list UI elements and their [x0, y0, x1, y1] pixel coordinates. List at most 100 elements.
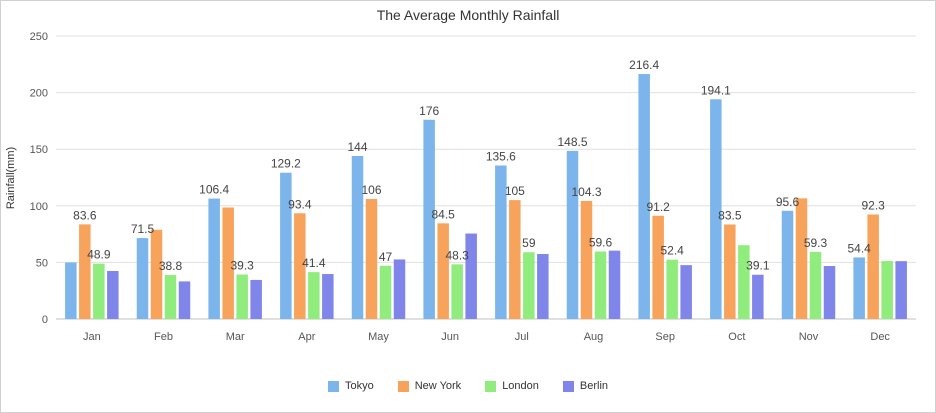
data-label: 59.3 — [804, 236, 828, 250]
bar[interactable] — [351, 155, 364, 319]
y-tick-label: 250 — [30, 31, 48, 43]
x-tick-label: May — [368, 331, 389, 343]
data-label: 39.1 — [746, 259, 770, 273]
data-label: 216.4 — [629, 58, 659, 72]
bar[interactable] — [594, 251, 607, 319]
bar[interactable] — [823, 266, 836, 319]
bar[interactable] — [566, 150, 579, 319]
legend-item[interactable]: Berlin — [562, 380, 608, 392]
bar[interactable] — [652, 215, 664, 319]
data-label: 144 — [347, 140, 367, 154]
bar[interactable] — [537, 254, 549, 319]
bar[interactable] — [437, 223, 449, 319]
bar[interactable] — [523, 252, 535, 319]
bar[interactable] — [164, 275, 177, 319]
bar[interactable] — [680, 265, 692, 319]
bar[interactable] — [178, 281, 191, 319]
data-label: 104.3 — [571, 185, 601, 199]
data-label: 148.5 — [557, 135, 587, 149]
bar[interactable] — [308, 272, 320, 319]
data-label: 84.5 — [431, 207, 455, 221]
y-tick-label: 100 — [30, 201, 48, 213]
bar[interactable] — [93, 263, 105, 319]
bar[interactable] — [222, 207, 234, 319]
bar[interactable] — [451, 264, 463, 319]
bar[interactable] — [752, 274, 764, 319]
legend-label: Tokyo — [344, 380, 374, 392]
bar[interactable] — [881, 261, 893, 319]
y-tick-label: 50 — [36, 257, 48, 269]
x-tick-label: Apr — [298, 331, 315, 343]
legend-label: New York — [414, 380, 462, 392]
bar[interactable] — [208, 198, 220, 319]
legend-item[interactable]: London — [485, 380, 539, 392]
y-tick-label: 0 — [42, 314, 48, 326]
data-label: 93.4 — [288, 197, 312, 211]
bar[interactable] — [638, 74, 650, 319]
bar[interactable] — [509, 200, 521, 319]
x-tick-label: Mar — [226, 331, 245, 343]
x-tick-label: Dec — [870, 331, 890, 343]
bar[interactable] — [465, 233, 477, 319]
legend-swatch — [562, 380, 574, 392]
x-tick-label: Oct — [728, 331, 745, 343]
data-label: 59.6 — [589, 236, 613, 250]
data-label: 176 — [419, 104, 439, 118]
bar[interactable] — [107, 271, 119, 319]
data-label: 41.4 — [302, 256, 326, 270]
x-tick-label: Jan — [83, 331, 101, 343]
data-label: 106.4 — [199, 183, 229, 197]
bar[interactable] — [580, 200, 593, 319]
y-axis-label: Rainfall(mm) — [5, 147, 17, 209]
bar[interactable] — [136, 238, 149, 319]
data-label: 194.1 — [701, 83, 731, 97]
legend-item[interactable]: New York — [397, 380, 462, 392]
x-tick-label: Sep — [655, 331, 675, 343]
bar[interactable] — [738, 245, 750, 319]
x-tick-label: Jul — [515, 331, 529, 343]
bar[interactable] — [724, 224, 736, 319]
bar[interactable] — [280, 172, 292, 319]
bar[interactable] — [795, 198, 808, 319]
data-label: 92.3 — [861, 199, 885, 213]
bar[interactable] — [65, 262, 77, 319]
bar[interactable] — [666, 259, 678, 319]
x-tick-label: Feb — [154, 331, 173, 343]
legend-label: London — [502, 380, 539, 392]
data-label: 59 — [522, 236, 536, 250]
bar[interactable] — [322, 274, 334, 319]
bar[interactable] — [250, 279, 262, 319]
bar[interactable] — [895, 261, 907, 319]
x-tick-label: Nov — [799, 331, 819, 343]
chart-legend: Tokyo New York London Berlin — [0, 380, 936, 392]
data-label: 95.6 — [776, 195, 800, 209]
x-tick-label: Aug — [584, 331, 604, 343]
bar[interactable] — [365, 199, 378, 319]
data-label: 54.4 — [847, 241, 871, 255]
data-label: 52.4 — [660, 244, 684, 258]
bar[interactable] — [495, 165, 507, 319]
bar[interactable] — [393, 259, 406, 319]
data-label: 39.3 — [230, 259, 254, 273]
bar[interactable] — [294, 213, 306, 319]
legend-item[interactable]: Tokyo — [327, 380, 374, 392]
data-label: 83.5 — [718, 208, 742, 222]
bar[interactable] — [379, 265, 392, 319]
bar[interactable] — [423, 119, 435, 319]
bar[interactable] — [867, 214, 879, 319]
bar[interactable] — [809, 251, 822, 319]
bar[interactable] — [150, 229, 163, 319]
legend-swatch — [327, 380, 339, 392]
data-label: 38.8 — [159, 259, 183, 273]
data-label: 91.2 — [646, 200, 670, 214]
data-label: 106 — [361, 183, 381, 197]
y-tick-label: 200 — [30, 88, 48, 100]
bar[interactable] — [79, 224, 91, 319]
bar[interactable] — [608, 250, 621, 319]
bar[interactable] — [236, 274, 248, 319]
bar[interactable] — [710, 99, 722, 319]
bar[interactable] — [853, 257, 865, 319]
bar[interactable] — [781, 210, 794, 319]
